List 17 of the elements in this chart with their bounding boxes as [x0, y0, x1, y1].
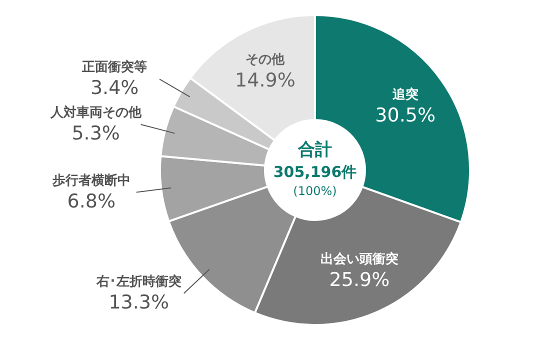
- text: 合計: [297, 140, 332, 160]
- data-label: 25.9%: [329, 269, 390, 292]
- slice-label: 右･左折時衝突: [95, 273, 182, 290]
- data-label: 30.5%: [375, 104, 436, 126]
- text: (100%): [293, 184, 337, 198]
- slice-label: その他: [246, 52, 286, 68]
- slice-label: 出会い頭衝突: [320, 251, 398, 268]
- slice-label: 正面衝突等: [81, 59, 148, 76]
- data-label: 5.3%: [72, 122, 120, 144]
- data-label: 6.8%: [67, 190, 116, 212]
- text: 305,196件: [273, 163, 357, 181]
- data-label: 3.4%: [90, 77, 139, 100]
- slice-label: 人対車両その他: [49, 104, 142, 120]
- data-label: 14.9%: [235, 69, 296, 92]
- data-label: 13.3%: [108, 291, 170, 314]
- slice-label: 歩行者横断中: [51, 173, 130, 188]
- slice-label: 追突: [391, 86, 418, 102]
